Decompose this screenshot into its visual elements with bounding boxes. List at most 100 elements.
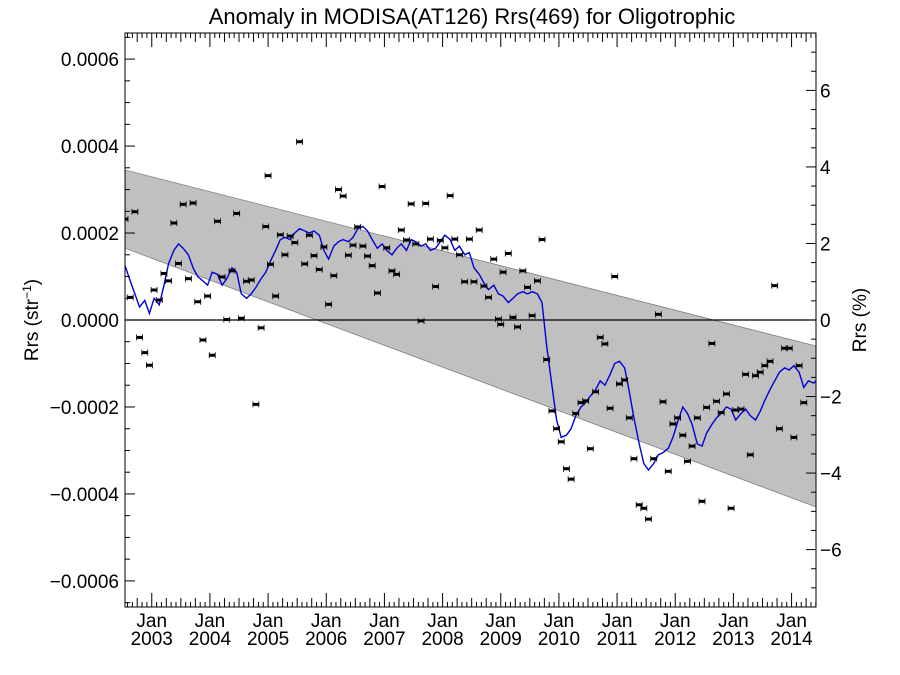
data-point [170,220,178,227]
data-point [214,218,221,225]
data-point [315,266,323,273]
data-point [339,193,347,200]
data-point [756,369,764,376]
data-point [160,270,168,277]
data-point [426,236,434,243]
data-point [524,284,531,291]
data-point [679,432,687,439]
data-point [368,262,376,269]
data-point [572,410,580,417]
data-point [146,362,153,369]
x-tick-year: 2013 [712,629,754,650]
data-point [272,293,280,300]
data-point [175,260,182,267]
data-point [567,476,575,483]
data-point [237,315,245,322]
data-point [436,237,444,244]
data-point [727,505,735,512]
data-point [291,239,299,246]
y-tick-label: 0.0004 [61,137,120,158]
x-tick-month: Jan [136,611,167,632]
data-point [223,316,231,323]
x-tick-month: Jan [660,611,691,632]
x-tick-year: 2007 [363,629,405,650]
data-point [684,458,691,465]
data-point [262,223,270,230]
data-point [553,425,560,432]
data-point [596,334,604,341]
x-tick-month: Jan [776,611,807,632]
x-tick-year: 2004 [189,629,232,650]
data-point [674,414,681,421]
data-point [461,278,469,285]
x-tick-year: 2005 [247,629,289,650]
data-point [233,210,241,217]
data-point [432,283,440,290]
series-line-0 [125,225,816,472]
data-point [548,407,556,414]
data-point [470,278,478,285]
data-point [383,244,391,251]
x-tick-year: 2009 [480,629,522,650]
y2-tick-label: 6 [820,81,831,102]
data-point [179,201,187,208]
data-point [330,272,338,279]
chart-title: Anomaly in MODISA(AT126) Rrs(469) for Ol… [209,4,736,29]
data-point [785,345,793,352]
data-point [504,250,512,257]
x-tick-month: Jan [718,611,749,632]
x-tick-year: 2010 [538,629,580,650]
data-point [397,226,405,233]
data-point [276,231,284,238]
data-point [378,183,386,190]
data-point [204,293,211,300]
data-point [497,321,505,328]
data-point [349,242,357,249]
y2-tick-label: 4 [820,158,831,179]
y-axis-label: Rrs (str−1) [20,279,43,361]
data-point [184,275,192,282]
data-point [606,405,614,412]
x-tick-year: 2003 [131,629,173,650]
y2-tick-label: −2 [820,388,842,409]
x-tick-month: Jan [602,611,633,632]
data-point [669,420,677,427]
x-tick-month: Jan [544,611,575,632]
x-tick-year: 2012 [654,629,696,650]
data-point [790,434,798,441]
data-point [310,252,318,259]
data-point [364,253,371,260]
data-point [422,200,430,207]
data-point [335,186,342,193]
data-point [412,240,420,247]
data-point [359,243,367,250]
data-point [136,334,143,341]
data-point [659,398,667,405]
data-point [281,251,289,258]
data-point [126,294,134,301]
data-point [538,236,546,243]
data-point [771,282,779,289]
x-tick-year: 2008 [421,629,463,650]
data-point [586,445,594,452]
data-point [194,298,202,305]
data-point [703,404,711,411]
x-tick-month: Jan [369,611,400,632]
data-point [228,267,236,274]
data-point [514,323,522,330]
data-point [742,371,750,378]
data-point [499,269,507,276]
data-point [125,216,129,223]
y-tick-label: −0.0004 [50,485,120,506]
data-point [305,232,313,239]
data-point [543,356,551,363]
data-point [441,244,449,251]
data-point [407,200,415,207]
y2-tick-label: 2 [820,234,831,255]
data-point [592,388,599,395]
data-point [693,414,701,421]
y-tick-label: 0.0002 [61,224,119,245]
data-point [761,362,769,369]
data-point [528,312,536,319]
